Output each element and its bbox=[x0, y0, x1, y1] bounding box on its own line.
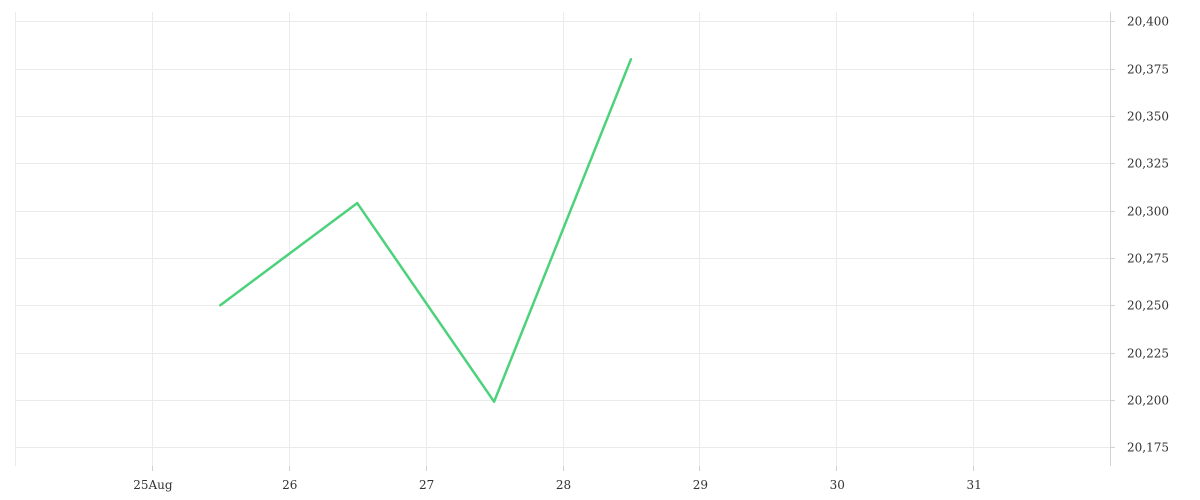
series-layer bbox=[219, 58, 633, 403]
x-tick-label: 26 bbox=[282, 478, 297, 492]
y-tick-label: 20,300 bbox=[1127, 205, 1169, 219]
x-tick-label: 31 bbox=[966, 478, 981, 492]
x-tick-label: 30 bbox=[830, 478, 845, 492]
x-tick-label: 28 bbox=[556, 478, 571, 492]
y-tick-label: 20,325 bbox=[1127, 157, 1169, 171]
y-tick-label: 20,175 bbox=[1127, 441, 1169, 455]
y-tick-label: 20,250 bbox=[1127, 299, 1169, 313]
x-tick-label: 25Aug bbox=[133, 478, 173, 492]
y-tick-label: 20,350 bbox=[1127, 110, 1169, 124]
axes bbox=[152, 12, 1115, 471]
y-tick-label: 20,400 bbox=[1127, 15, 1169, 29]
tick-labels: 20,175 20,200 20,225 20,250 20,275 20,300 20,3… bbox=[133, 15, 1169, 493]
x-tick-label: 27 bbox=[419, 478, 434, 492]
y-tick-label: 20,225 bbox=[1127, 347, 1169, 361]
y-tick-label: 20,200 bbox=[1127, 394, 1169, 408]
y-tick-label: 20,275 bbox=[1127, 252, 1169, 266]
gridlines bbox=[15, 12, 1111, 466]
x-tick-label: 29 bbox=[693, 478, 708, 492]
y-tick-label: 20,375 bbox=[1127, 63, 1169, 77]
series-line bbox=[219, 58, 633, 403]
